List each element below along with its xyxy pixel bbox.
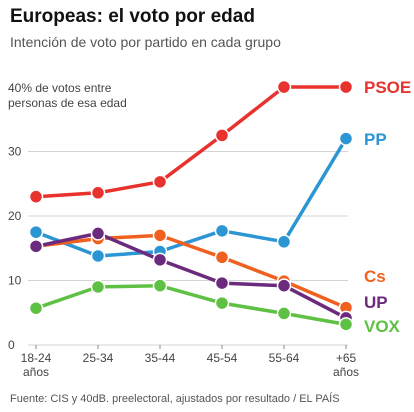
data-point-psoe [214, 128, 230, 143]
data-point-pp [28, 224, 44, 240]
data-point-vox [338, 317, 354, 332]
series-label-vox: VOX [364, 317, 401, 336]
x-tick-label: años [23, 365, 49, 379]
data-point-pp [276, 234, 292, 250]
x-tick-label: 55-64 [269, 351, 300, 365]
y-tick-label: 20 [8, 209, 22, 223]
x-tick-label: 35-44 [145, 351, 176, 365]
series-labels: PSOE PP Cs UP VOX [364, 78, 411, 336]
y-top-annotation: personas de esa edad [8, 96, 127, 110]
y-tick-label: 30 [8, 145, 22, 159]
data-point-up [28, 239, 44, 254]
data-point-up [90, 226, 106, 241]
series-line-psoe [34, 85, 348, 199]
source-note: Fuente: CIS y 40dB. preelectoral, ajusta… [10, 393, 340, 405]
y-tick-label: 10 [8, 274, 22, 288]
x-tick-label: 18-24 [21, 351, 52, 365]
data-point-pp [90, 248, 106, 264]
data-point-up [152, 252, 168, 268]
data-point-vox [214, 295, 230, 311]
data-point-vox [276, 306, 292, 321]
series-line-vox [34, 283, 348, 327]
x-tick-label: +65 [336, 351, 357, 365]
gridlines [28, 151, 348, 346]
chart-subtitle: Intención de voto por partido en cada gr… [10, 34, 281, 50]
series-label-up: UP [364, 293, 388, 312]
data-point-psoe [276, 79, 292, 95]
x-tick-label: años [333, 365, 359, 379]
data-point-up [276, 278, 292, 293]
series-points [28, 79, 354, 332]
series-line-pp [34, 136, 348, 258]
data-point-up [214, 275, 230, 291]
data-point-psoe [28, 189, 44, 204]
data-point-psoe [90, 185, 106, 201]
y-top-annotation: 40% de votos entre [8, 81, 112, 95]
x-tick-label: 25-34 [83, 351, 114, 365]
series-label-psoe: PSOE [364, 78, 411, 97]
data-point-psoe [152, 174, 168, 190]
series-lines [34, 85, 348, 327]
data-point-cs [214, 250, 230, 265]
series-label-cs: Cs [364, 267, 386, 286]
data-point-vox [28, 300, 44, 316]
data-point-pp [214, 223, 230, 239]
data-point-psoe [338, 79, 354, 95]
data-point-vox [90, 279, 106, 295]
chart-title: Europeas: el voto por edad [10, 6, 255, 27]
data-point-cs [152, 228, 168, 243]
y-tick-label: 0 [8, 338, 15, 352]
series-line-up [34, 231, 348, 320]
x-tick-label: 45-54 [207, 351, 238, 365]
data-point-vox [152, 278, 168, 293]
series-label-pp: PP [364, 130, 387, 149]
series-line-cs [34, 233, 348, 310]
data-point-pp [338, 131, 354, 146]
